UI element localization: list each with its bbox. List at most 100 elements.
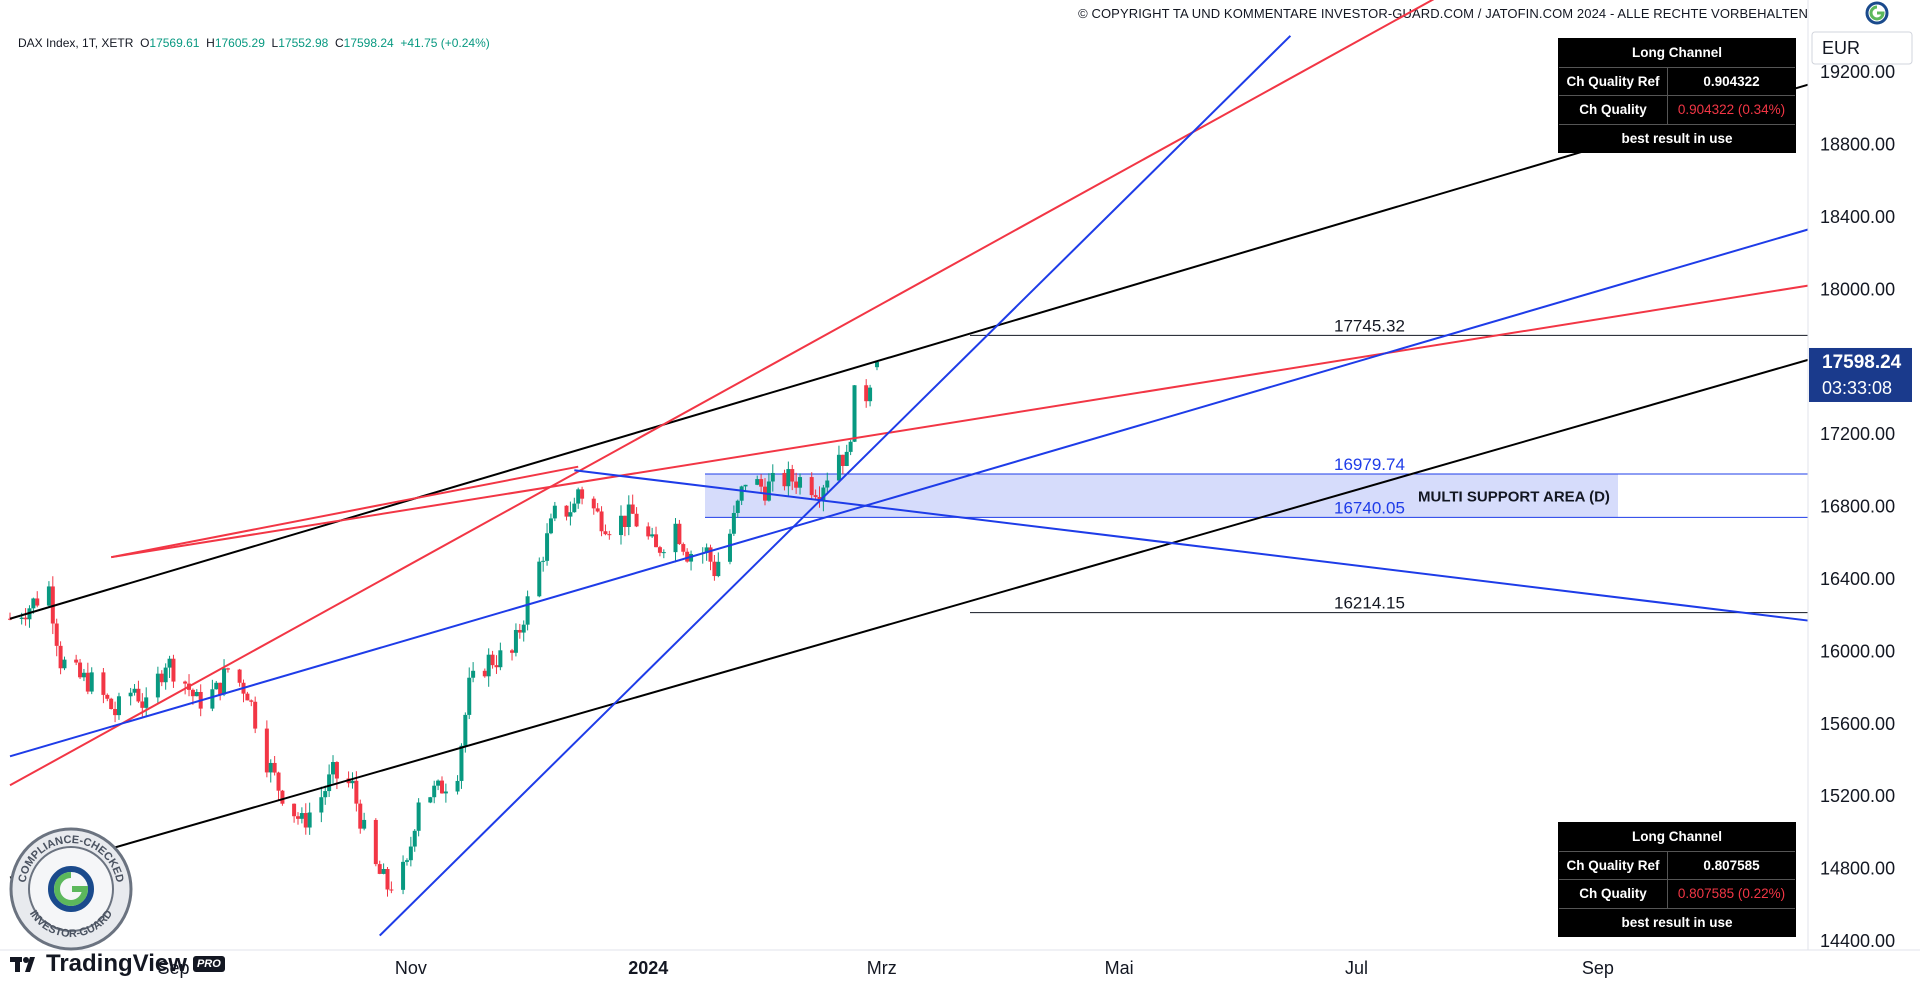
ref-label: Ch Quality Ref [1559, 851, 1668, 879]
red-trend-line [111, 284, 1809, 559]
candle-body [650, 534, 655, 537]
candle-body [194, 691, 199, 697]
candle-body [268, 762, 273, 773]
candle-body [62, 659, 67, 669]
countdown-value: 03:33:08 [1822, 378, 1892, 398]
table-title: Long Channel [1632, 829, 1722, 845]
candle-body [759, 479, 764, 487]
candle-body [85, 672, 90, 692]
candle-body [190, 689, 195, 697]
candle-body [537, 561, 542, 597]
candle-body [323, 791, 328, 798]
black-trend-line [9, 358, 1809, 879]
candle-body [132, 688, 137, 693]
candle-body [634, 513, 639, 527]
currency-label: EUR [1822, 38, 1860, 58]
candle-body [245, 693, 250, 701]
candle-body [654, 534, 659, 548]
high-label: H [206, 36, 215, 50]
copyright-notice: © COPYRIGHT TA UND KOMMENTARE INVESTOR-G… [1078, 6, 1808, 21]
candle-body [331, 762, 336, 775]
y-tick-label: 16800.00 [1820, 497, 1895, 517]
x-tick-label: Sep [157, 958, 189, 978]
candle-body [295, 816, 300, 819]
candle-body [264, 728, 269, 773]
candle-body [848, 441, 853, 452]
support-zone-label: MULTI SUPPORT AREA (D) [1418, 489, 1610, 506]
candle-body [358, 803, 363, 829]
blue-trend-line [574, 469, 1809, 622]
candle-body [171, 658, 176, 682]
horizontal-level-label: 16214.15 [1334, 594, 1405, 613]
candle-body [817, 496, 822, 501]
candle-body [619, 515, 624, 536]
candle-body [622, 515, 627, 528]
candle-body [513, 629, 518, 653]
candle-body [548, 518, 553, 534]
last-price-badge [1809, 347, 1912, 402]
candle-body [78, 662, 83, 678]
quality-value: 0.807585 (0.22%) [1677, 886, 1786, 902]
y-tick-label: 16000.00 [1820, 641, 1895, 661]
horizontal-level-label: 16740.05 [1334, 498, 1405, 517]
candle-body [790, 469, 795, 482]
candle-body [249, 700, 254, 702]
candle-body [412, 830, 417, 847]
y-tick-label: 18400.00 [1820, 207, 1895, 227]
candle-body [735, 500, 740, 513]
candle-body [354, 780, 359, 804]
candle-body [381, 869, 386, 874]
candle-body [743, 484, 748, 487]
horizontal-level-label: 16979.74 [1334, 455, 1405, 474]
candle-body [272, 762, 277, 773]
change-value: +41.75 (+0.24%) [400, 36, 490, 50]
candle-body [439, 780, 444, 794]
candle-body [109, 698, 114, 710]
red-trend-line [9, 0, 1435, 787]
candle-body [404, 860, 409, 862]
candle-body [521, 624, 526, 633]
ref-value: 0.904322 [1703, 73, 1760, 89]
candle-body [704, 547, 709, 553]
candle-body [727, 533, 732, 562]
black-trend-line [9, 83, 1809, 620]
candle-body [8, 618, 12, 620]
candle-body [525, 596, 530, 625]
y-tick-label: 15200.00 [1820, 786, 1895, 806]
candle-body [864, 385, 869, 402]
candle-body [303, 813, 308, 828]
candle-body [210, 689, 215, 709]
candle-body [128, 692, 133, 697]
candle-body [545, 533, 550, 561]
y-tick-label: 17200.00 [1820, 424, 1895, 444]
channel-table-bottom: Long Channel Ch Quality Ref 0.807585 Ch Q… [1558, 822, 1796, 937]
candle-body [467, 677, 472, 715]
currency-box[interactable] [1811, 31, 1913, 65]
candle-body [19, 617, 24, 619]
candle-body [163, 667, 168, 683]
candle-body [766, 481, 771, 501]
candle-body [113, 709, 118, 716]
candle-body [327, 774, 332, 792]
candle-body [362, 819, 367, 829]
candle-body [782, 472, 787, 487]
y-tick-label: 16400.00 [1820, 569, 1895, 589]
candle-body [716, 561, 721, 577]
candle-body [334, 762, 339, 779]
candle-body [541, 560, 546, 562]
candle-body [607, 534, 612, 536]
candle-body [677, 523, 682, 545]
candle-body [681, 544, 686, 552]
candle-body [821, 487, 826, 501]
candle-body [630, 504, 635, 514]
tradingview-logo[interactable]: TradingView PRO [10, 950, 225, 978]
candle-body [755, 479, 760, 485]
candle-body [443, 791, 448, 794]
candle-body [463, 714, 468, 746]
table-footer: best result in use [1621, 914, 1733, 930]
x-tick-label: Sep [1582, 958, 1614, 978]
candle-body [58, 645, 63, 669]
open-label: O [140, 36, 150, 50]
candle-body [389, 889, 394, 891]
